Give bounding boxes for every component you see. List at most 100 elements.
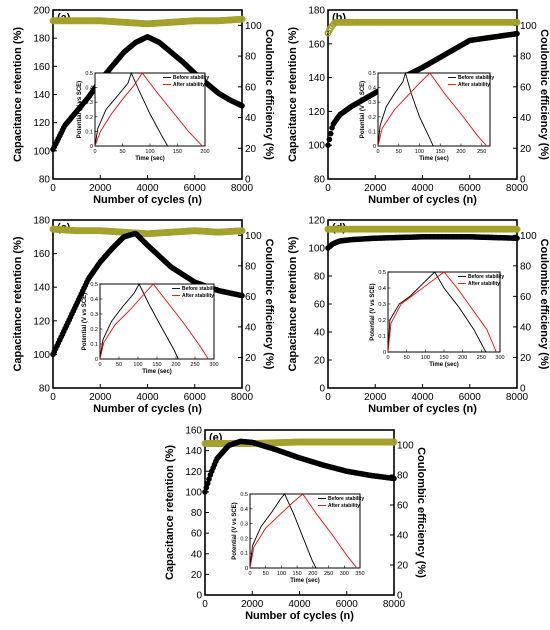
inset-legend-label: Before stability [182, 286, 218, 292]
inset-y-tick-label: 0.2 [368, 115, 376, 121]
panel-a: 0 2000 4000 6000 800080100120140160180200020… [12, 6, 275, 207]
y2-tick-label: 20 [520, 353, 532, 364]
x-axis-title: Number of cycles (n) [368, 194, 477, 206]
y2-tick-label: 20 [245, 144, 257, 155]
inset-y-tick-label: 0.1 [368, 129, 376, 135]
inset-y-axis-title: Potential (V vs SCE) [82, 293, 88, 350]
y-tick-label: 180 [33, 216, 50, 227]
retention-marker [327, 130, 334, 137]
y2-tick-label: 60 [245, 82, 257, 93]
y2-tick-label: 40 [245, 113, 257, 124]
y2-axis-title: Coulombic efficiency (%) [538, 239, 550, 370]
y2-tick-label: 80 [520, 261, 532, 272]
inset-x-tick-label: 150 [436, 149, 445, 155]
retention-marker [325, 142, 331, 149]
inset-x-tick-label: 100 [421, 355, 430, 361]
inset-x-tick-label: 100 [133, 362, 142, 368]
inset-y-tick-label: 0.2 [378, 318, 386, 324]
y-tick-label: 20 [191, 570, 203, 581]
x-tick-label: 6000 [184, 392, 207, 403]
inset-legend-label: Before stability [468, 274, 504, 280]
inset-x-axis-title: Time (sec) [142, 369, 172, 375]
inset-y-tick-label: 0.3 [85, 100, 93, 106]
inset-y-tick-label: 0.1 [85, 129, 93, 135]
efficiency-marker [513, 18, 521, 26]
panel-e: 0 2000 4000 6000 800002040608010012014016002… [164, 426, 427, 623]
before-stability-line [99, 283, 179, 360]
inset-x-tick-label: 0 [93, 149, 96, 155]
inset-x-tick-label: 100 [277, 571, 286, 577]
inset-frame [249, 493, 361, 569]
inset-legend-label: After stability [458, 82, 490, 88]
inset-x-tick-label: 300 [209, 362, 218, 368]
inset-legend-label: After stability [468, 281, 500, 287]
inset-x-tick-label: 200 [456, 149, 465, 155]
y2-tick-label: 100 [520, 231, 537, 242]
x-tick-label: 8000 [383, 599, 406, 610]
inset-x-tick-label: 0 [248, 571, 251, 577]
y2-tick-label: 40 [397, 531, 409, 542]
y-axis-title: Capacitance retention (%) [12, 236, 24, 371]
inset-legend-label: Before stability [173, 75, 209, 81]
y2-tick-label: 60 [520, 292, 532, 303]
x-axis-title: Number of cycles (n) [93, 403, 202, 415]
y2-tick-label: 80 [245, 261, 257, 272]
y-tick-label: 80 [314, 175, 326, 186]
inset-y-tick-label: 0.4 [368, 86, 376, 92]
inset-c: 0 50 100 150 200 250 300 0 0.1 0.2 0.3 0.4 0.5 Time (… [82, 282, 219, 375]
y2-tick-label: 80 [520, 52, 532, 63]
before-stability-line [94, 71, 168, 147]
inset-x-tick-label: 0 [386, 355, 389, 361]
y-tick-label: 100 [33, 350, 50, 361]
x-tick-label: 4000 [136, 392, 159, 403]
x-tick-label: 0 [50, 183, 56, 194]
y-tick-label: 140 [33, 90, 50, 101]
retention-marker [391, 475, 397, 482]
y-tick-label: 160 [33, 249, 50, 260]
x-tick-label: 4000 [411, 183, 434, 194]
before-stability-line [387, 271, 487, 353]
inset-y-tick-label: 0.5 [90, 282, 98, 288]
inset-x-tick-label: 0 [376, 149, 379, 155]
inset-y-tick-label: 0 [383, 350, 386, 356]
retention-marker [239, 292, 245, 299]
x-tick-label: 2000 [241, 599, 264, 610]
x-tick-label: 2000 [364, 183, 387, 194]
retention-marker [514, 235, 520, 242]
x-axis-title: Number of cycles (n) [93, 194, 202, 206]
y-tick-label: 120 [33, 118, 50, 129]
y-tick-label: 120 [308, 107, 325, 118]
y-tick-label: 0 [319, 384, 325, 395]
x-tick-label: 0 [50, 392, 56, 403]
inset-y-axis-title: Potential (V vs SCE) [370, 283, 376, 340]
inset-x-tick-label: 50 [396, 149, 402, 155]
y-tick-label: 140 [185, 446, 202, 457]
inset-y-tick-label: 0.3 [368, 100, 376, 106]
inset-frame [99, 283, 215, 360]
inset-legend-label: Before stability [328, 496, 364, 502]
y2-tick-label: 20 [245, 353, 257, 364]
inset-y-tick-label: 0.5 [85, 71, 93, 77]
inset-x-axis-title: Time (sec) [290, 578, 320, 584]
y-tick-label: 40 [314, 328, 326, 339]
inset-y-tick-label: 0.1 [90, 342, 98, 348]
retention-marker [239, 102, 245, 109]
y-tick-label: 180 [308, 6, 325, 17]
inset-b: 0 50 100 150 200 250 0 0.1 0.2 0.3 0.4 0.5 Time (sec… [360, 71, 494, 162]
y-tick-label: 60 [191, 529, 203, 540]
y-tick-label: 60 [314, 300, 326, 311]
inset-y-tick-label: 0.2 [90, 327, 98, 333]
after-stability-line [99, 283, 209, 360]
inset-x-tick-label: 300 [495, 355, 504, 361]
before-stability-line [249, 493, 317, 569]
y-tick-label: 80 [39, 175, 51, 186]
y-tick-label: 40 [191, 549, 203, 560]
y2-tick-label: 0 [397, 591, 403, 602]
panel-c: 0 2000 4000 6000 800080100120140160180020406… [12, 216, 275, 416]
y2-tick-label: 60 [245, 292, 257, 303]
y2-tick-label: 80 [245, 52, 257, 63]
inset-x-tick-label: 50 [263, 571, 269, 577]
y2-tick-label: 20 [397, 561, 409, 572]
y2-tick-label: 100 [520, 21, 537, 32]
y2-axis-title: Coulombic efficiency (%) [538, 29, 550, 160]
